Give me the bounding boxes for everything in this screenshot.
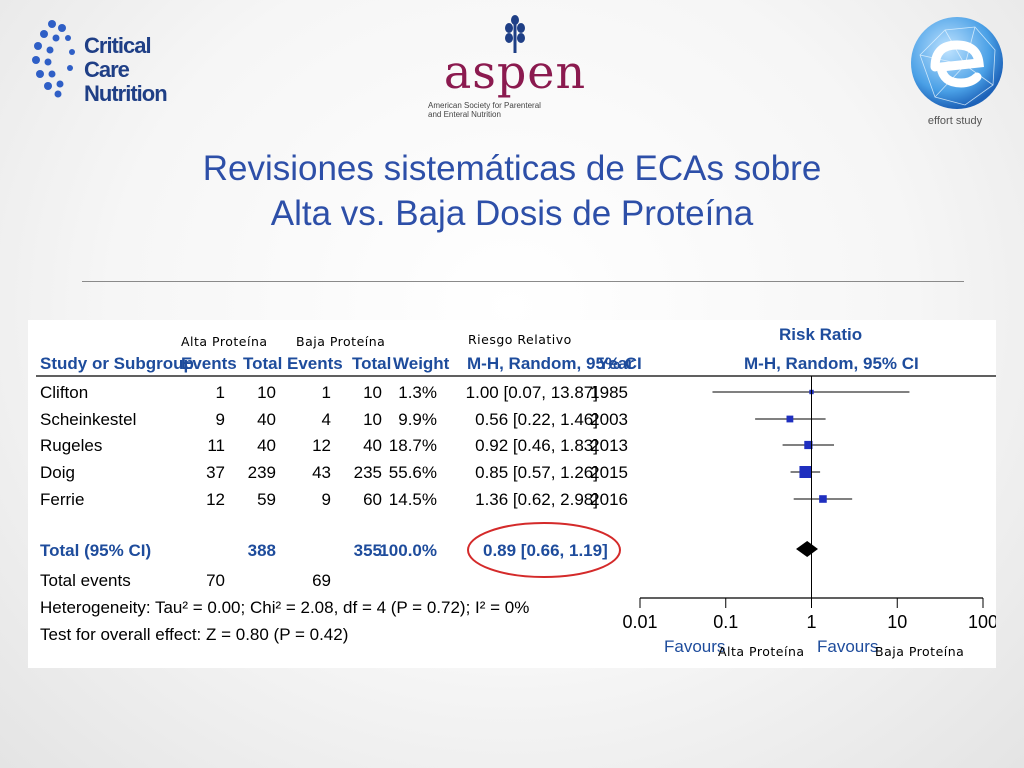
year-cell: 1985 [590, 383, 628, 402]
slide-title: Revisiones sistemáticas de ECAs sobre Al… [60, 146, 964, 236]
c-events-cell: 43 [312, 463, 331, 482]
header-c-events: Events [287, 354, 343, 373]
forest-marks [712, 389, 910, 557]
rr-cell: 1.36 [0.62, 2.98] [475, 490, 598, 509]
weight-cell: 9.9% [398, 410, 437, 429]
total-events-label: Total events [40, 571, 131, 590]
header-year: Year [598, 354, 634, 373]
label-alta-proteina: Alta Proteína [181, 334, 268, 349]
label-riesgo-relativo: Riesgo Relativo [468, 332, 572, 347]
c-total-cell: 10 [363, 383, 382, 402]
e-total-cell: 239 [248, 463, 276, 482]
c-events-cell: 4 [322, 410, 331, 429]
tick-label: 0.1 [713, 612, 738, 632]
total-e-total: 388 [248, 541, 276, 560]
e-total-cell: 59 [257, 490, 276, 509]
pooled-diamond [796, 541, 818, 557]
globe-icon [911, 17, 1003, 109]
study-name: Ferrie [40, 490, 84, 509]
favours-right: Favours [817, 637, 878, 656]
plot-title: Risk Ratio [779, 325, 862, 344]
rr-cell: 0.85 [0.57, 1.26] [475, 463, 598, 482]
weight-cell: 14.5% [389, 490, 437, 509]
label-baja-proteina: Baja Proteína [296, 334, 385, 349]
effect-square [804, 440, 813, 450]
wheat-icon [505, 15, 525, 53]
e-total-cell: 40 [257, 436, 276, 455]
rr-cell: 0.92 [0.46, 1.83] [475, 436, 598, 455]
e-events-cell: 9 [216, 410, 225, 429]
aspen-wordmark: aspen [443, 45, 587, 99]
header-weight: Weight [393, 354, 450, 373]
effect-square [799, 466, 812, 478]
weight-cell: 1.3% [398, 383, 437, 402]
weight-cell: 18.7% [389, 436, 437, 455]
study-name: Scheinkestel [40, 410, 136, 429]
effect-square [786, 415, 794, 423]
tick-label: 100 [968, 612, 996, 632]
c-events-cell: 1 [322, 383, 331, 402]
rr-cell: 1.00 [0.07, 13.87] [466, 383, 598, 402]
favours-left-group: Alta Proteína [718, 644, 805, 659]
e-events-cell: 1 [216, 383, 225, 402]
rr-cell: 0.56 [0.22, 1.46] [475, 410, 598, 429]
plot-subtitle: M-H, Random, 95% CI [744, 354, 919, 373]
title-line2: Alta vs. Baja Dosis de Proteína [270, 194, 754, 233]
heterogeneity-text: Heterogeneity: Tau² = 0.00; Chi² = 2.08,… [40, 598, 529, 617]
e-events-cell: 37 [206, 463, 225, 482]
header-rr: M-H, Random, 95% CI [467, 354, 642, 373]
study-name: Rugeles [40, 436, 102, 455]
study-rows: Clifton 1 10 1 10 1.3% 1.00 [0.07, 13.87]1985 S… [40, 383, 628, 509]
ccn-line2: Nutrition [84, 81, 168, 106]
forest-plot-svg: Alta Proteína Baja Proteína Riesgo Relat… [36, 325, 996, 659]
tick-label: 0.01 [622, 612, 657, 632]
c-events-cell: 12 [312, 436, 331, 455]
c-total-cell: 60 [363, 490, 382, 509]
highlight-circle [467, 522, 621, 578]
aspen-subtitle-1: American Society for Parenteral [428, 101, 541, 110]
e-total-cell: 40 [257, 410, 276, 429]
ccn-line1: Critical Care [84, 33, 152, 82]
total-c-total: 355 [354, 541, 382, 560]
e-total-cell: 10 [257, 383, 276, 402]
e-events-cell: 12 [206, 490, 225, 509]
favours-right-group: Baja Proteína [875, 644, 964, 659]
c-events-cell: 9 [322, 490, 331, 509]
forest-plot-figure: Alta Proteína Baja Proteína Riesgo Relat… [28, 320, 996, 668]
favours-left: Favours [664, 637, 725, 656]
year-cell: 2013 [590, 436, 628, 455]
c-total-cell: 10 [363, 410, 382, 429]
effort-caption: effort study [927, 115, 983, 127]
weight-cell: 55.6% [389, 463, 437, 482]
effect-square [819, 495, 827, 503]
total-events-c: 69 [312, 571, 331, 590]
header-e-total: Total [243, 354, 282, 373]
aspen-logo: aspen American Society for Parenteral an… [420, 15, 610, 119]
x-axis: 0.01 0.1 1 10 100 [622, 376, 996, 632]
total-weight: 100.0% [379, 541, 437, 560]
dna-icon [32, 20, 75, 98]
title-divider [82, 281, 964, 282]
c-total-cell: 235 [354, 463, 382, 482]
header-e-events: Events [181, 354, 237, 373]
critical-care-nutrition-logo: Critical Care Nutrition [28, 18, 188, 106]
year-cell: 2016 [590, 490, 628, 509]
title-line1: Revisiones sistemáticas de ECAs sobre [202, 149, 822, 188]
tick-label: 10 [887, 612, 907, 632]
overall-effect-text: Test for overall effect: Z = 0.80 (P = 0… [40, 625, 348, 644]
c-total-cell: 40 [363, 436, 382, 455]
tick-label: 1 [806, 612, 816, 632]
study-name: Clifton [40, 383, 88, 402]
aspen-subtitle-2: and Enteral Nutrition [428, 110, 501, 119]
e-events-cell: 11 [207, 436, 225, 455]
header-c-total: Total [352, 354, 391, 373]
header-study: Study or Subgroup [40, 354, 194, 373]
effort-study-logo: effort study [905, 15, 1005, 133]
total-rr-text: 0.89 [0.66, 1.19] [483, 541, 608, 560]
total-events-e: 70 [206, 571, 225, 590]
study-name: Doig [40, 463, 75, 482]
year-cell: 2003 [590, 410, 628, 429]
year-cell: 2015 [590, 463, 628, 482]
total-label: Total (95% CI) [40, 541, 151, 560]
